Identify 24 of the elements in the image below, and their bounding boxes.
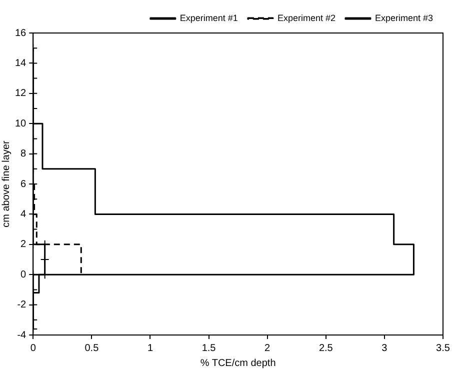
y-tick-label: 14: [15, 58, 27, 69]
y-tick-label: 4: [20, 208, 27, 220]
y-tick-label: 6: [20, 178, 27, 190]
x-tick-label: 1.5: [202, 342, 216, 354]
x-tick-label: 3: [382, 342, 388, 354]
y-tick-label: -4: [17, 330, 27, 341]
y-tick-label: 16: [15, 28, 27, 39]
y-axis-title: cm above fine layer: [0, 140, 12, 228]
y-tick-label: -2: [17, 300, 27, 311]
x-tick-label: 3.5: [436, 342, 450, 354]
x-tick-label: 2.5: [318, 342, 334, 354]
x-tick-label: 2: [264, 342, 271, 354]
x-tick-label: 0: [30, 342, 36, 354]
x-tick-label: 1: [147, 342, 154, 354]
x-axis-title: % TCE/cm depth: [200, 358, 276, 369]
y-tick-label: 10: [15, 118, 27, 130]
y-tick-label: 8: [20, 148, 27, 160]
legend-label: Experiment #2: [277, 12, 336, 23]
legend-label: Experiment #3: [374, 12, 433, 23]
y-tick-label: 0: [20, 269, 27, 280]
y-tick-label: 12: [15, 88, 27, 100]
y-tick-label: 2: [20, 239, 27, 250]
x-tick-label: 0.5: [84, 342, 100, 354]
legend-label: Experiment #1: [180, 12, 238, 23]
